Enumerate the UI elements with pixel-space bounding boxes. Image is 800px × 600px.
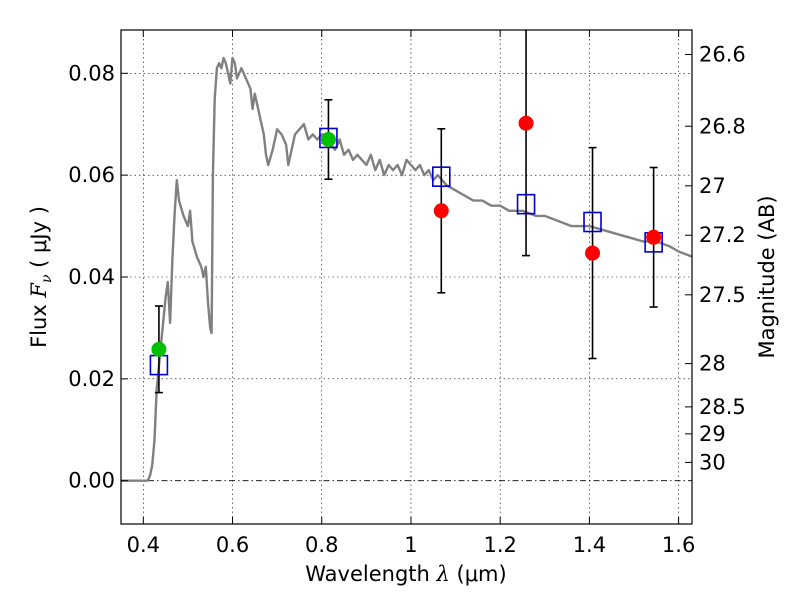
mag-tick-label: 29 — [699, 422, 726, 446]
green-data-point — [151, 341, 167, 357]
y-tick-label: 0.02 — [68, 367, 115, 391]
sed-model-curve — [121, 56, 693, 482]
x-tick-label: 0.8 — [305, 533, 338, 557]
x-tick-labels: 0.4 0.6 0.8 1 1.2 1.4 1.6 — [127, 533, 696, 557]
y-tick-labels: 0.00 0.02 0.04 0.06 0.08 — [68, 61, 115, 492]
mag-tick-label: 27 — [699, 174, 726, 198]
axis-ticks — [121, 30, 692, 524]
y-tick-label: 0.08 — [68, 61, 115, 85]
mag-tick-label: 26.8 — [699, 114, 746, 138]
mag-tick-label: 27.5 — [699, 283, 746, 307]
y-tick-label: 0.04 — [68, 265, 115, 289]
magnitude-tick-labels: 26.6 26.8 27 27.2 27.5 28 28.5 29 30 — [699, 42, 746, 474]
red-data-point — [585, 245, 601, 261]
mag-tick-label: 28 — [699, 352, 726, 376]
mag-tick-label: 30 — [699, 450, 726, 474]
model-square-marker — [319, 127, 338, 149]
red-data-point — [433, 203, 449, 219]
x-tick-label: 0.6 — [216, 533, 249, 557]
y2-axis-label: Magnitude (AB) — [755, 195, 779, 358]
x-tick-label: 1 — [404, 533, 417, 557]
x-tick-label: 1.2 — [483, 533, 516, 557]
x-tick-label: 1.4 — [573, 533, 606, 557]
model-squares — [149, 127, 663, 376]
y-tick-label: 0.00 — [68, 469, 115, 493]
red-data-point — [646, 229, 662, 245]
x-tick-label: 1.6 — [662, 533, 695, 557]
observed-points — [151, 115, 662, 357]
x-axis-label: Wavelength λ (μm) — [305, 562, 506, 586]
mag-tick-label: 28.5 — [699, 395, 746, 419]
y-axis-label: Flux Fν ( μJy ) — [27, 206, 55, 348]
model-square-marker — [431, 166, 451, 187]
y-tick-label: 0.06 — [68, 163, 115, 187]
sed-curve-group — [121, 56, 693, 482]
x-tick-label: 0.4 — [127, 533, 160, 557]
model-square-marker — [516, 193, 536, 215]
mag-tick-label: 26.6 — [699, 42, 746, 66]
mag-tick-label: 27.2 — [699, 223, 746, 247]
green-data-point — [320, 131, 336, 147]
red-data-point — [518, 115, 534, 131]
model-square-marker — [583, 211, 602, 233]
